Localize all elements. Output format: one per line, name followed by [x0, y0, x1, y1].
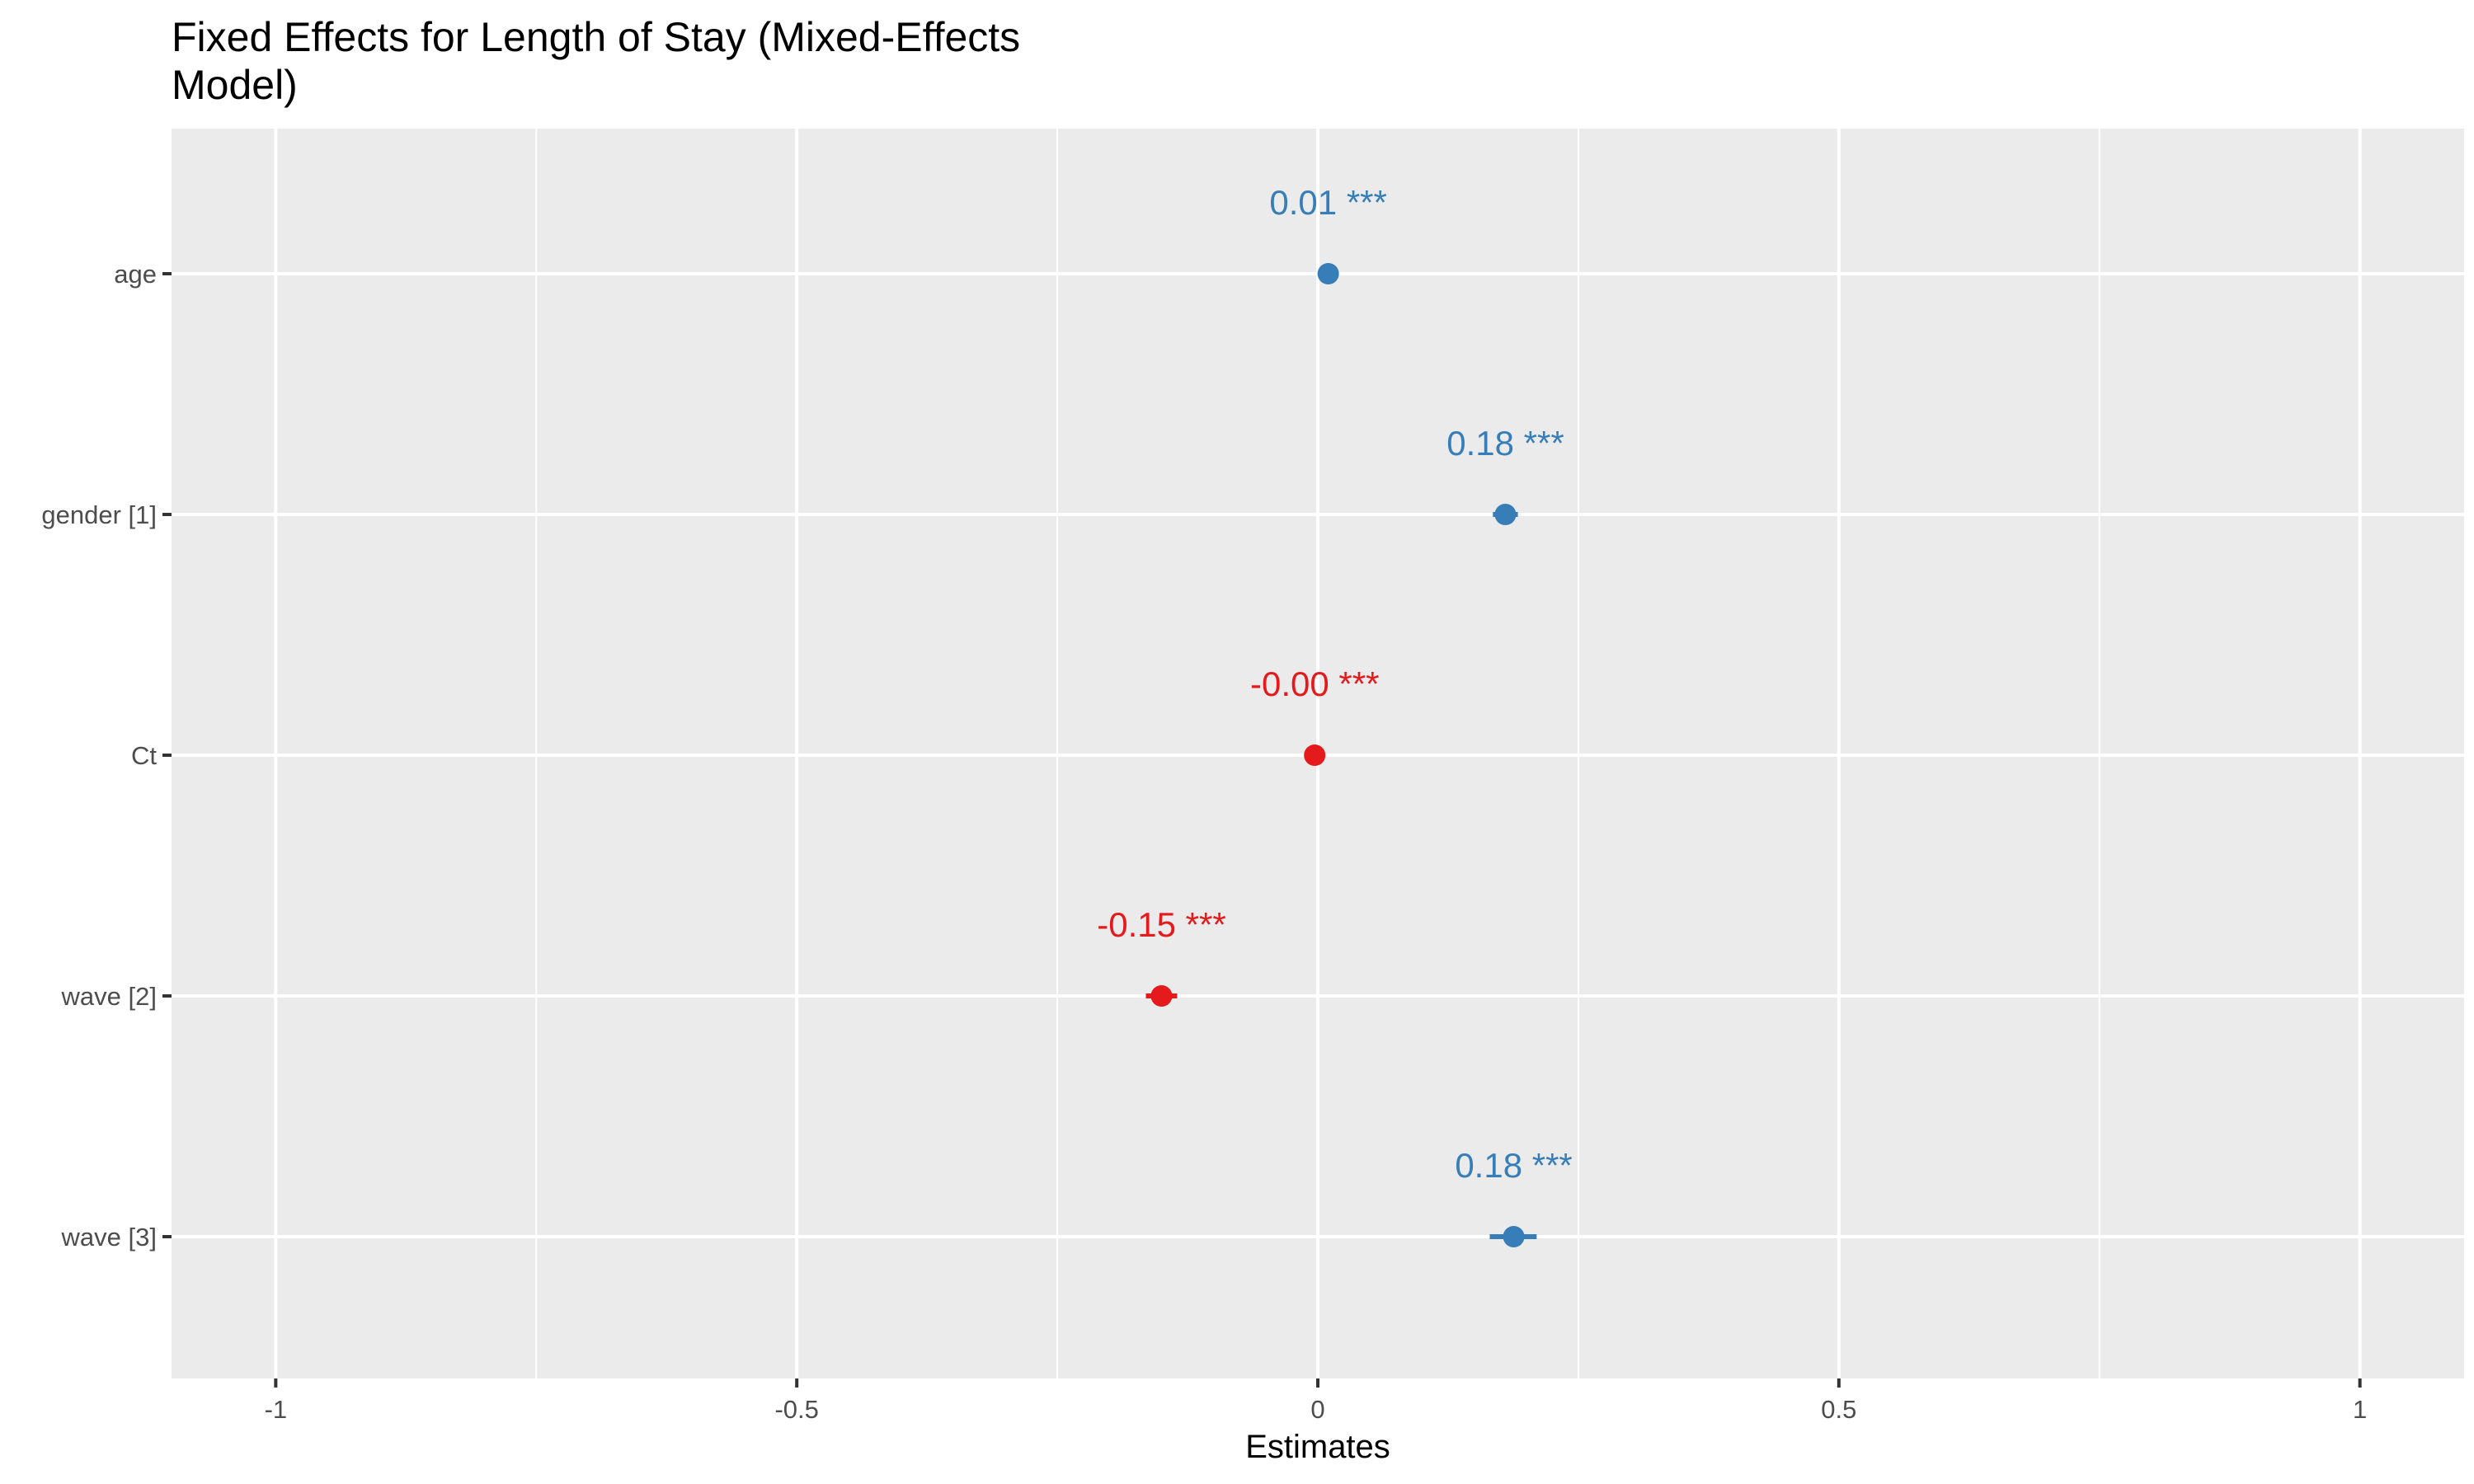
estimate-point-3 — [1150, 985, 1173, 1007]
chart-title-line-2: Model) — [172, 62, 298, 108]
x-tick-label-4: 1 — [2353, 1395, 2367, 1424]
y-tick-label-2: Ct — [131, 741, 157, 770]
x-axis: -1 -0.5 0 0.5 1 — [265, 1378, 2367, 1424]
x-tick-label-3: 0.5 — [1821, 1395, 1856, 1424]
estimate-label-4: 0.18 *** — [1455, 1146, 1572, 1185]
y-tick-label-4: wave [3] — [61, 1223, 157, 1252]
y-tick-label-1: gender [1] — [41, 500, 157, 529]
estimate-labels: 0.01 *** 0.18 *** -0.00 *** -0.15 *** 0.18 *… — [1097, 183, 1573, 1185]
estimate-points — [1150, 263, 1525, 1247]
x-tick-label-2: 0 — [1310, 1395, 1324, 1424]
x-tick-label-1: -0.5 — [774, 1395, 818, 1424]
estimate-label-1: 0.18 *** — [1446, 424, 1564, 463]
chart-title-line-1: Fixed Effects for Length of Stay (Mixed-… — [172, 14, 1020, 60]
estimate-point-2 — [1304, 744, 1326, 766]
estimate-label-2: -0.00 *** — [1250, 665, 1379, 703]
estimate-point-4 — [1503, 1226, 1525, 1247]
estimate-label-3: -0.15 *** — [1097, 905, 1225, 944]
estimate-label-0: 0.01 *** — [1269, 183, 1386, 222]
y-axis: age gender [1] Ct wave [2] wave [3] — [41, 260, 172, 1252]
y-tick-label-0: age — [114, 260, 157, 289]
x-axis-title: Estimates — [1245, 1429, 1390, 1465]
estimate-point-1 — [1494, 504, 1517, 525]
x-tick-label-0: -1 — [265, 1395, 288, 1424]
y-tick-label-3: wave [2] — [61, 982, 157, 1011]
estimate-point-0 — [1317, 263, 1339, 284]
